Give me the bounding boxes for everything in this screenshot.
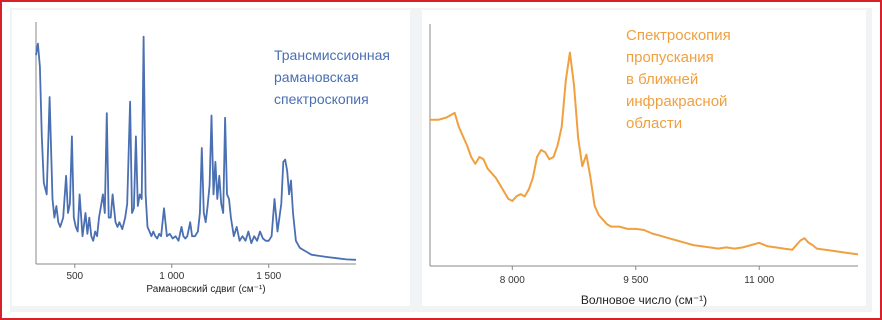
nir-chart-panel: 8 000 9 500 11 000 Волновое число (см⁻¹) С…	[422, 10, 866, 307]
raman-annotation-line: Трансмиссионная	[274, 47, 390, 63]
raman-tick-label: 1 000	[159, 271, 184, 282]
nir-chart: 8 000 9 500 11 000 Волновое число (см⁻¹) С…	[429, 24, 859, 307]
nir-annotation: Спектроскопия пропускания в ближней инфракр…	[626, 27, 731, 132]
nir-annotation-line: области	[626, 115, 682, 132]
nir-annotation-line: Спектроскопия	[626, 27, 731, 44]
nir-annotation-line: пропускания	[626, 49, 714, 66]
nir-tick-label: 9 500	[623, 275, 648, 286]
raman-annotation-line: рамановская	[274, 69, 359, 85]
raman-annotation: Трансмиссионная рамановская спектроскопия	[274, 47, 390, 107]
raman-series-line	[35, 35, 357, 261]
nir-x-axis-label: Волновое число (см⁻¹)	[581, 293, 707, 307]
nir-annotation-line: в ближней	[626, 71, 698, 88]
raman-axes	[35, 22, 356, 265]
nir-tick-label: 8 000	[500, 275, 525, 286]
nir-axes	[429, 24, 858, 267]
nir-x-ticks: 8 000 9 500 11 000	[500, 266, 775, 286]
raman-x-ticks: 500 1 000 1 500	[66, 264, 282, 282]
raman-tick-label: 1 500	[256, 271, 281, 282]
raman-chart: 500 1 000 1 500 Рамановский сдвиг (см⁻¹) Т…	[35, 22, 390, 295]
raman-x-axis-label: Рамановский сдвиг (см⁻¹)	[146, 284, 265, 295]
nir-tick-label: 11 000	[744, 275, 774, 286]
nir-series-line	[430, 51, 859, 256]
raman-tick-label: 500	[66, 271, 83, 282]
raman-annotation-line: спектроскопия	[274, 91, 369, 107]
raman-chart-panel: 500 1 000 1 500 Рамановский сдвиг (см⁻¹) Т…	[12, 10, 410, 306]
nir-annotation-line: инфракрасной	[626, 93, 727, 110]
